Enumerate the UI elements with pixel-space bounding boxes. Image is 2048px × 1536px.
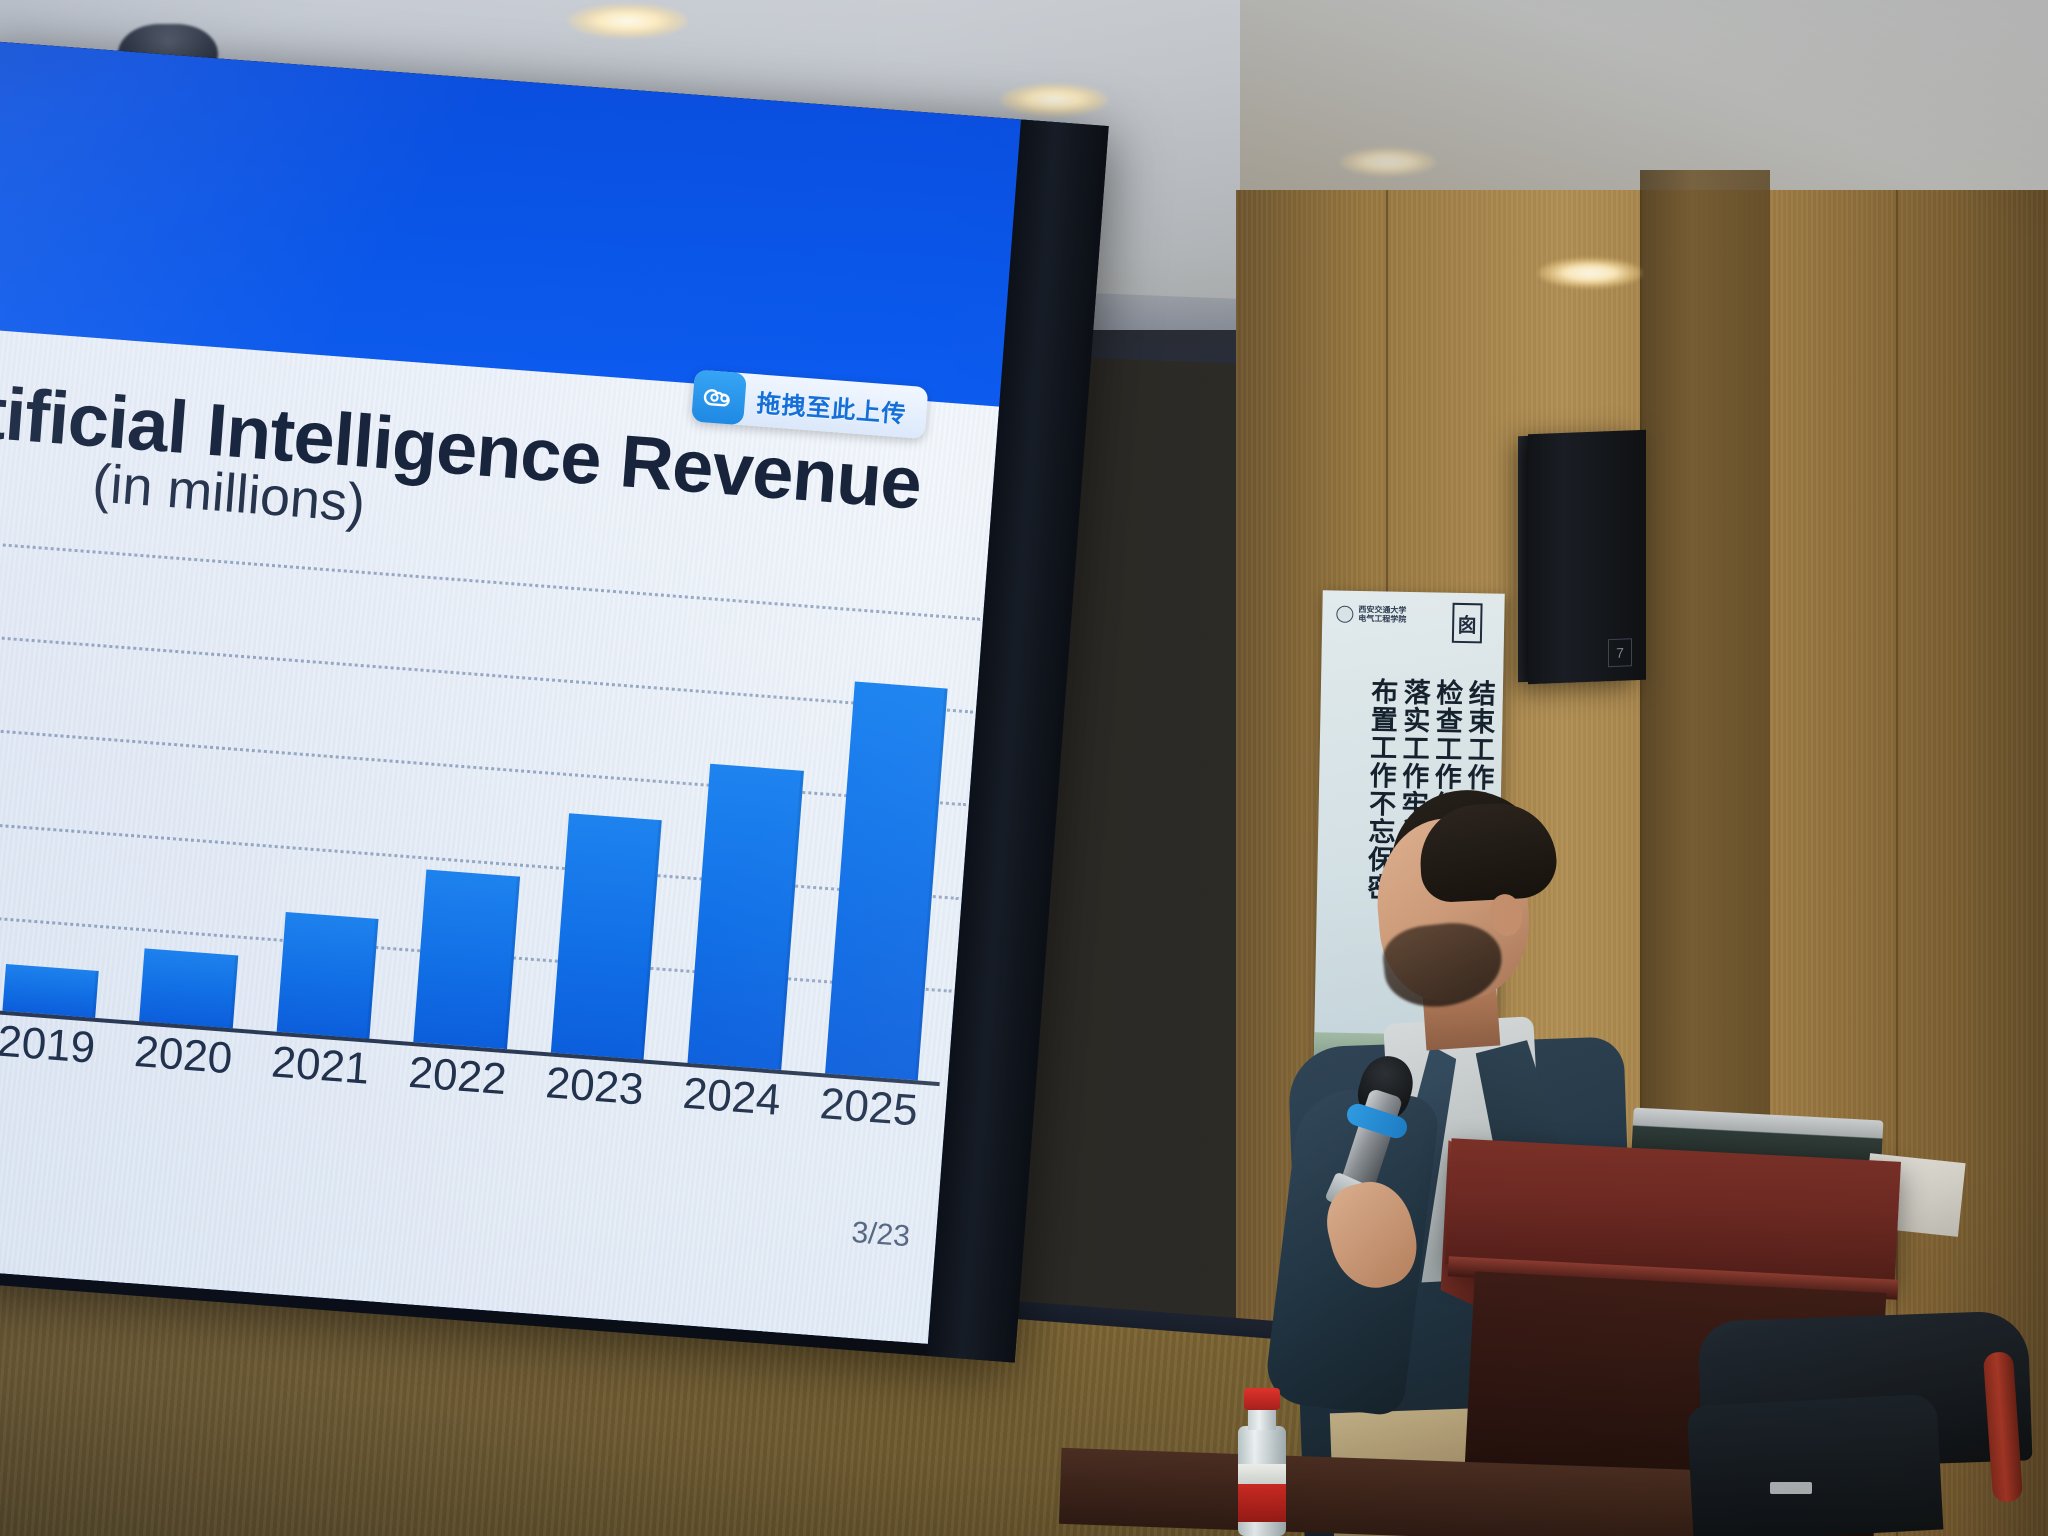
chart-x-tick-label: 2020 (132, 1027, 235, 1084)
poster-logo: 西安交通大学 电气工程学院 (1336, 605, 1407, 625)
downlight-icon (1340, 148, 1436, 176)
chart-x-tick-label: 2019 (0, 1016, 97, 1073)
chart-bars (0, 534, 975, 1082)
wood-wall-recess (1640, 170, 1770, 1290)
downlight-icon (1538, 258, 1642, 288)
bottle-label-upper (1238, 1464, 1286, 1486)
wall-speaker: 7 (1528, 429, 1646, 685)
chart-bar (139, 948, 238, 1029)
chart-bar (687, 764, 804, 1071)
chart-x-tick-label: 2021 (269, 1037, 372, 1094)
downlight-icon (568, 4, 688, 38)
speaker-badge: 7 (1608, 638, 1632, 668)
auditorium-chair-seat (1686, 1393, 1944, 1536)
cloud-upload-icon (691, 369, 747, 426)
water-bottle (1236, 1388, 1288, 1536)
chart-bar (276, 912, 379, 1039)
chart-bar (550, 813, 662, 1060)
upload-badge[interactable]: 拖拽至此上传 (691, 369, 929, 440)
poster-logo-line2: 电气工程学院 (1358, 614, 1407, 625)
slide-page-number: 3/23 (850, 1215, 912, 1254)
university-crest-icon (1336, 605, 1354, 623)
presentation-slide: 拖拽至此上传 Artificial Intelligence Revenue (… (0, 40, 1073, 1348)
poster-logo-text: 西安交通大学 电气工程学院 (1358, 605, 1406, 624)
bottle-cap (1244, 1388, 1280, 1410)
chart-x-tick-label: 2024 (681, 1068, 783, 1126)
poster-seal-glyph: 囪 (1451, 602, 1483, 644)
chart-x-tick-label: 2023 (543, 1058, 646, 1115)
chair-label-tag (1770, 1482, 1812, 1494)
projection-screen: 拖拽至此上传 Artificial Intelligence Revenue (… (0, 40, 1109, 1363)
bottle-neck (1248, 1408, 1276, 1430)
bottle-label-lower (1238, 1484, 1286, 1522)
chart-x-tick-label: 2025 (818, 1079, 920, 1136)
upload-badge-label: 拖拽至此上传 (755, 389, 908, 429)
downlight-icon (1000, 84, 1108, 116)
chart-bar (824, 681, 948, 1081)
bar-chart (0, 534, 993, 1087)
chart-bar (413, 869, 520, 1050)
chart-x-tick-label: 2022 (406, 1047, 509, 1105)
chart-bar (1, 964, 99, 1018)
